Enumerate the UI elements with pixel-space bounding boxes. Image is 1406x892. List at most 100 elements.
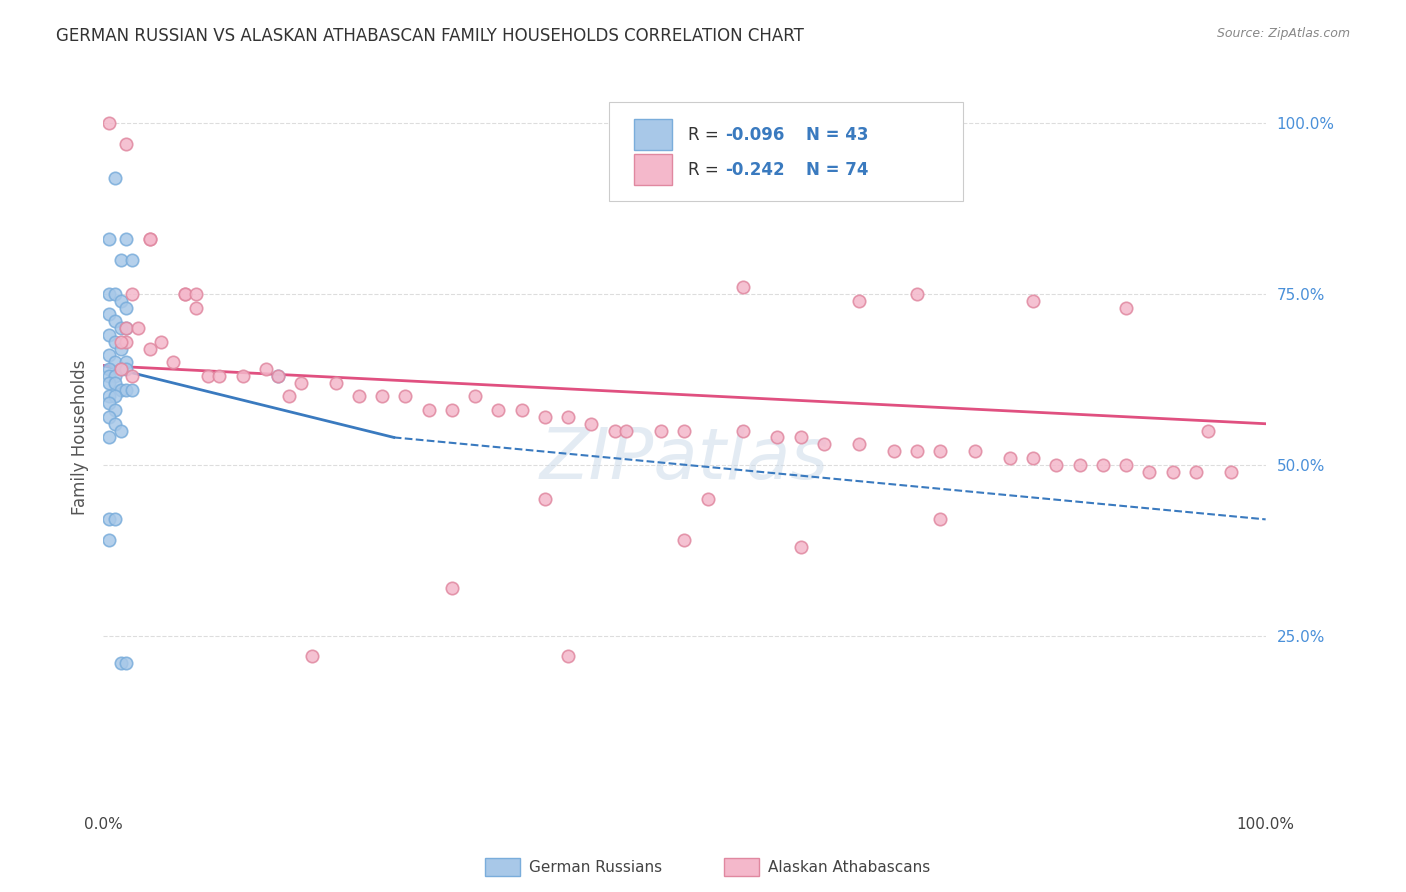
Point: [110, 334, 132, 349]
Point: [998, 450, 1021, 465]
Point: [138, 342, 160, 356]
Point: [162, 355, 184, 369]
Point: [138, 232, 160, 246]
Point: [121, 383, 143, 397]
Point: [115, 383, 138, 397]
Point: [1115, 458, 1137, 472]
Point: [963, 444, 986, 458]
Point: [266, 368, 288, 383]
Point: [173, 287, 195, 301]
Y-axis label: Family Households: Family Households: [72, 359, 89, 515]
Point: [534, 409, 557, 424]
Point: [848, 293, 870, 308]
Point: [110, 424, 132, 438]
Point: [110, 293, 132, 308]
Point: [104, 417, 127, 431]
Point: [813, 437, 835, 451]
Point: [121, 287, 143, 301]
Point: [301, 648, 323, 663]
FancyBboxPatch shape: [634, 120, 672, 151]
Point: [1022, 293, 1045, 308]
Point: [97, 389, 120, 403]
Point: [1197, 424, 1219, 438]
Point: [325, 376, 347, 390]
Point: [1069, 458, 1091, 472]
Point: [97, 327, 120, 342]
Point: [104, 334, 127, 349]
Text: Source: ZipAtlas.com: Source: ZipAtlas.com: [1216, 27, 1350, 40]
Point: [104, 314, 127, 328]
Point: [905, 444, 928, 458]
Point: [115, 301, 138, 315]
Point: [110, 252, 132, 267]
Point: [1185, 465, 1208, 479]
Point: [347, 389, 370, 403]
Point: [254, 362, 277, 376]
Point: [110, 321, 132, 335]
Point: [1115, 301, 1137, 315]
Point: [603, 424, 626, 438]
Point: [394, 389, 416, 403]
Point: [110, 362, 132, 376]
Text: -0.242: -0.242: [725, 161, 785, 178]
Point: [97, 232, 120, 246]
Text: R =: R =: [688, 126, 724, 144]
Point: [486, 403, 509, 417]
Point: [104, 376, 127, 390]
Point: [650, 424, 672, 438]
Point: [97, 368, 120, 383]
Point: [97, 348, 120, 362]
Point: [208, 368, 231, 383]
Point: [104, 170, 127, 185]
Point: [1022, 450, 1045, 465]
Point: [673, 533, 696, 547]
Point: [929, 512, 952, 526]
Point: [121, 252, 143, 267]
Point: [97, 512, 120, 526]
Point: [371, 389, 394, 403]
Point: [184, 287, 207, 301]
Point: [110, 656, 132, 670]
Point: [115, 362, 138, 376]
Point: [418, 403, 440, 417]
Point: [97, 287, 120, 301]
Point: [557, 648, 579, 663]
Point: [731, 280, 754, 294]
Point: [104, 368, 127, 383]
Point: [104, 389, 127, 403]
Point: [97, 362, 120, 376]
Point: [440, 403, 463, 417]
Point: [104, 512, 127, 526]
Point: [121, 368, 143, 383]
Point: [115, 321, 138, 335]
Text: N = 74: N = 74: [807, 161, 869, 178]
Point: [173, 287, 195, 301]
Point: [115, 321, 138, 335]
Point: [1219, 465, 1241, 479]
Point: [110, 362, 132, 376]
Point: [1137, 465, 1160, 479]
Point: [138, 232, 160, 246]
Point: [104, 287, 127, 301]
Point: [464, 389, 486, 403]
Text: GERMAN RUSSIAN VS ALASKAN ATHABASCAN FAMILY HOUSEHOLDS CORRELATION CHART: GERMAN RUSSIAN VS ALASKAN ATHABASCAN FAM…: [56, 27, 804, 45]
Point: [278, 389, 301, 403]
Point: [534, 491, 557, 506]
Point: [440, 581, 463, 595]
Point: [110, 383, 132, 397]
Text: German Russians: German Russians: [529, 861, 662, 875]
Point: [97, 409, 120, 424]
Point: [557, 409, 579, 424]
Point: [115, 232, 138, 246]
Point: [110, 342, 132, 356]
Point: [673, 424, 696, 438]
Point: [115, 355, 138, 369]
Point: [1045, 458, 1067, 472]
Point: [97, 308, 120, 322]
Point: [97, 396, 120, 410]
Point: [929, 444, 952, 458]
Point: [115, 334, 138, 349]
Point: [197, 368, 219, 383]
Point: [97, 376, 120, 390]
Point: [696, 491, 718, 506]
